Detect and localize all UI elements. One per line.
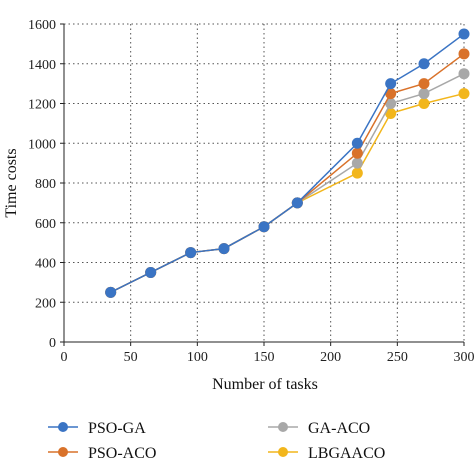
data-point [291, 197, 303, 209]
y-tick-label: 0 [49, 336, 56, 351]
legend-item-pso-aco: PSO-ACO [48, 445, 156, 462]
series-line [110, 33, 465, 293]
y-axis-label: Time costs [3, 148, 20, 217]
x-tick-label: 300 [454, 350, 474, 365]
data-point [105, 286, 117, 298]
series-line [110, 53, 465, 293]
data-point [385, 88, 397, 100]
data-point [458, 68, 470, 80]
data-point [385, 98, 397, 109]
legend-marker [58, 447, 68, 457]
series-pso-ga [105, 28, 470, 298]
legend-label: LBGAACO [308, 445, 385, 462]
series-pso-aco [105, 48, 470, 298]
legend-label: GA-ACO [308, 420, 370, 437]
y-tick-label: 1400 [28, 58, 56, 73]
series-group [105, 28, 470, 298]
legend-item-lbgaaco: LBGAACO [268, 445, 385, 462]
data-point [418, 78, 430, 90]
data-point [458, 28, 470, 40]
data-point [385, 107, 397, 119]
x-tick-label: 100 [187, 350, 208, 365]
data-point [418, 58, 430, 70]
data-point [351, 167, 363, 179]
grid [64, 23, 465, 342]
y-tick-label: 1000 [28, 137, 56, 152]
data-point [351, 147, 363, 159]
x-tick-label: 200 [320, 350, 341, 365]
x-tick-label: 250 [387, 350, 408, 365]
data-point [351, 157, 363, 169]
data-point [458, 48, 470, 60]
data-point [145, 266, 157, 278]
data-point [418, 88, 430, 100]
y-tick-label: 1600 [28, 18, 56, 33]
data-point [218, 243, 230, 255]
data-point [418, 98, 430, 109]
legend-item-ga-aco: GA-ACO [268, 420, 370, 437]
x-tick-label: 50 [124, 350, 138, 365]
legend: PSO-GA PSO-ACO GA-ACO LBGAACO [48, 420, 385, 462]
y-tick-label: 400 [35, 257, 56, 272]
data-point [258, 221, 270, 233]
data-point [385, 78, 397, 90]
y-tick-label: 1200 [28, 98, 56, 113]
axes [60, 23, 465, 346]
y-tick-label: 600 [35, 217, 56, 232]
x-axis-label: Number of tasks [212, 376, 318, 393]
x-tick-label: 0 [61, 350, 68, 365]
series-lbgaaco [105, 88, 470, 298]
legend-marker [278, 422, 288, 432]
legend-marker [278, 447, 288, 457]
y-tick-label: 800 [35, 177, 56, 192]
data-point [185, 247, 197, 259]
legend-marker [58, 422, 68, 432]
y-tick-label: 200 [35, 296, 56, 311]
x-tick-label: 150 [254, 350, 275, 365]
data-point [458, 88, 470, 100]
legend-label: PSO-GA [88, 420, 146, 437]
legend-item-pso-ga: PSO-GA [48, 420, 146, 437]
legend-label: PSO-ACO [88, 445, 156, 462]
data-point [351, 137, 363, 149]
tick-labels: 0 50 100 150 200 250 300 0 200 400 600 800 1000 1200 1… [28, 18, 474, 365]
